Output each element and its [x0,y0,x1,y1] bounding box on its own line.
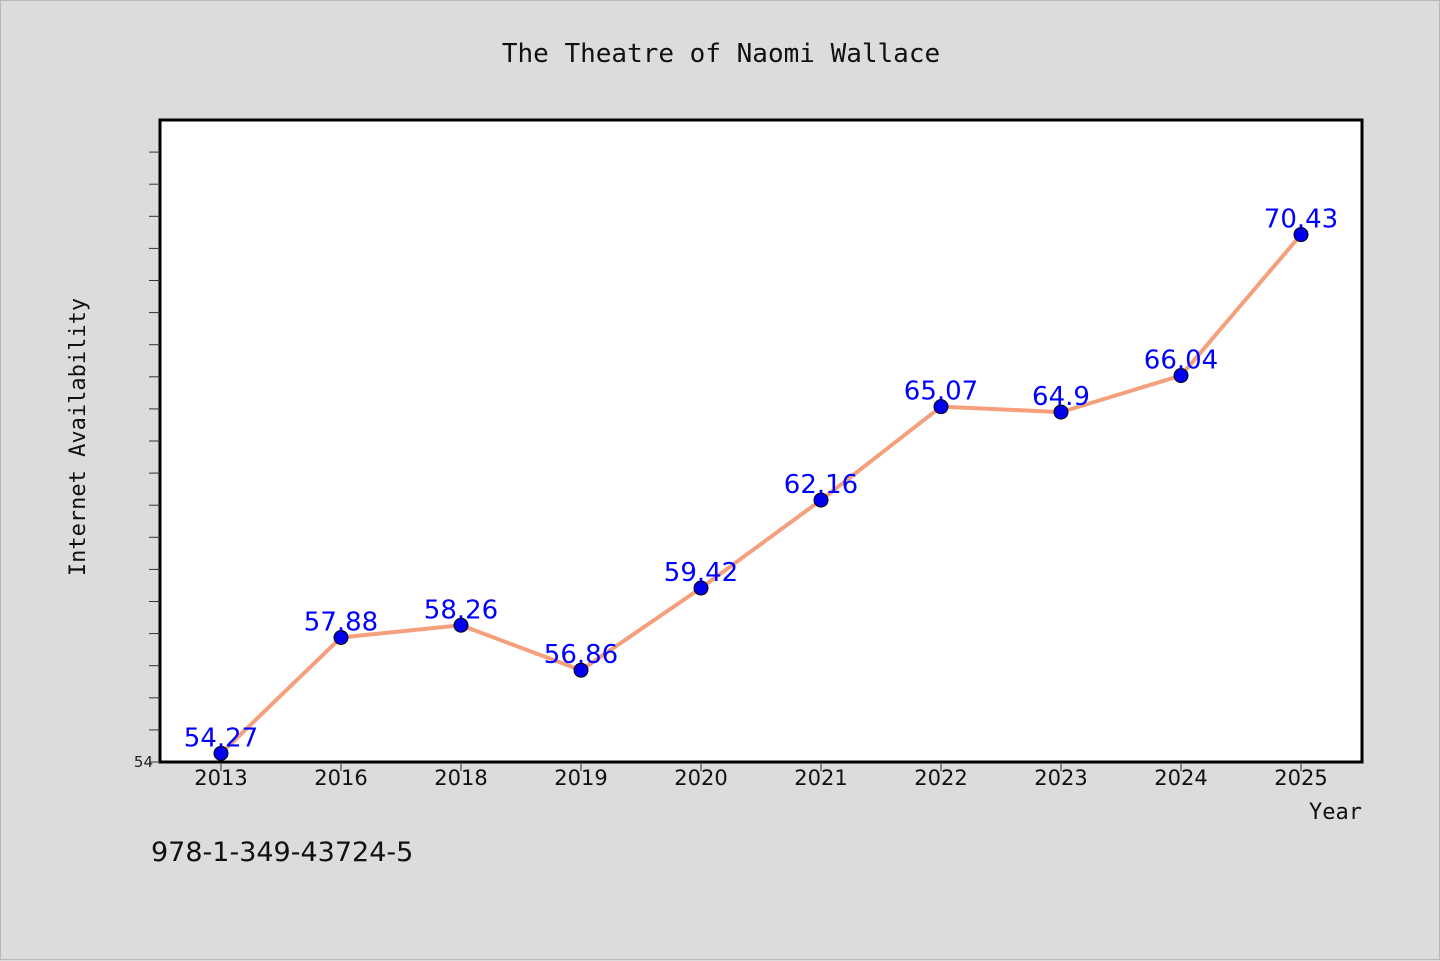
data-point [213,745,229,761]
isbn-label: 978-1-349-43724-5 [151,837,414,868]
data-point [573,662,589,678]
data-label: 54.27 [184,723,258,753]
data-label: 56.86 [544,640,618,670]
data-point [1173,368,1189,384]
data-label: 59.42 [664,558,738,588]
x-tick-label: 2018 [434,766,487,790]
data-label: 66.04 [1144,346,1218,376]
data-point [1053,404,1069,420]
data-point [1293,227,1309,243]
data-point [693,580,709,596]
chart-title: The Theatre of Naomi Wallace [502,39,940,69]
y-axis-label: Internet Availability [66,298,91,576]
plot-area [158,118,1364,764]
data-point [333,629,349,645]
data-label: 58.26 [424,595,498,625]
data-label: 70.43 [1264,205,1338,235]
series-line [219,233,1303,755]
data-point [453,617,469,633]
x-tick-label: 2022 [914,766,967,790]
x-tick-label: 2023 [1034,766,1087,790]
x-tick-label: 2016 [314,766,367,790]
data-label: 57.88 [304,607,378,637]
x-tick-label: 2021 [794,766,847,790]
x-tick-label: 2025 [1274,766,1327,790]
data-label: 64.9 [1032,382,1090,412]
x-tick-label: 2019 [554,766,607,790]
data-point [813,492,829,508]
x-tick-label: 2024 [1154,766,1207,790]
x-tick-label: 2013 [194,766,247,790]
data-point [933,399,949,415]
data-label: 65.07 [904,377,978,407]
x-axis-label: Year [1309,800,1362,825]
data-label: 62.16 [784,470,858,500]
y-tick-label: 54 [134,753,153,771]
x-tick-label: 2020 [674,766,727,790]
